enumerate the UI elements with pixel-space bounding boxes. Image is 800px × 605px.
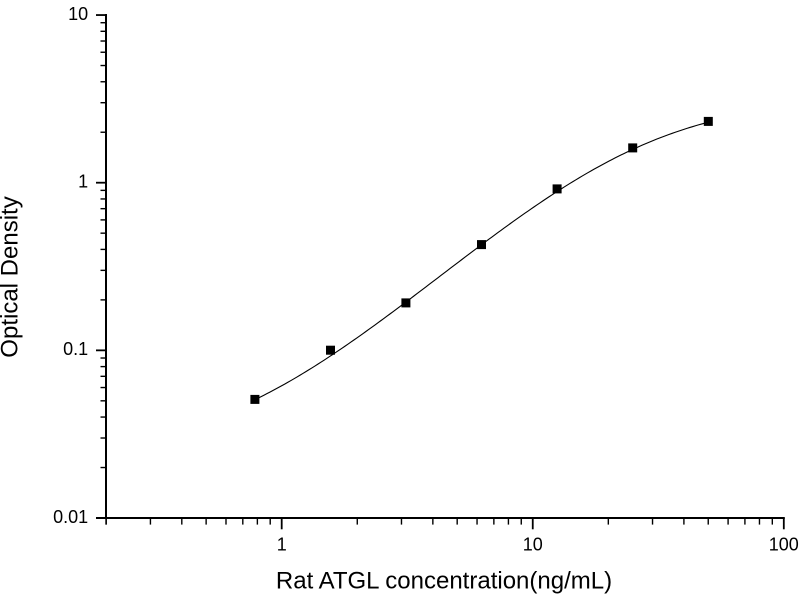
svg-text:10: 10 xyxy=(68,4,88,24)
svg-text:Optical Density: Optical Density xyxy=(0,196,24,357)
svg-text:1: 1 xyxy=(277,534,287,554)
svg-text:1: 1 xyxy=(78,172,88,192)
svg-text:100: 100 xyxy=(769,534,799,554)
svg-text:0.01: 0.01 xyxy=(53,507,88,527)
svg-text:0.1: 0.1 xyxy=(63,339,88,359)
svg-text:Rat ATGL concentration(ng/mL): Rat ATGL concentration(ng/mL) xyxy=(276,567,612,594)
svg-text:10: 10 xyxy=(523,534,543,554)
